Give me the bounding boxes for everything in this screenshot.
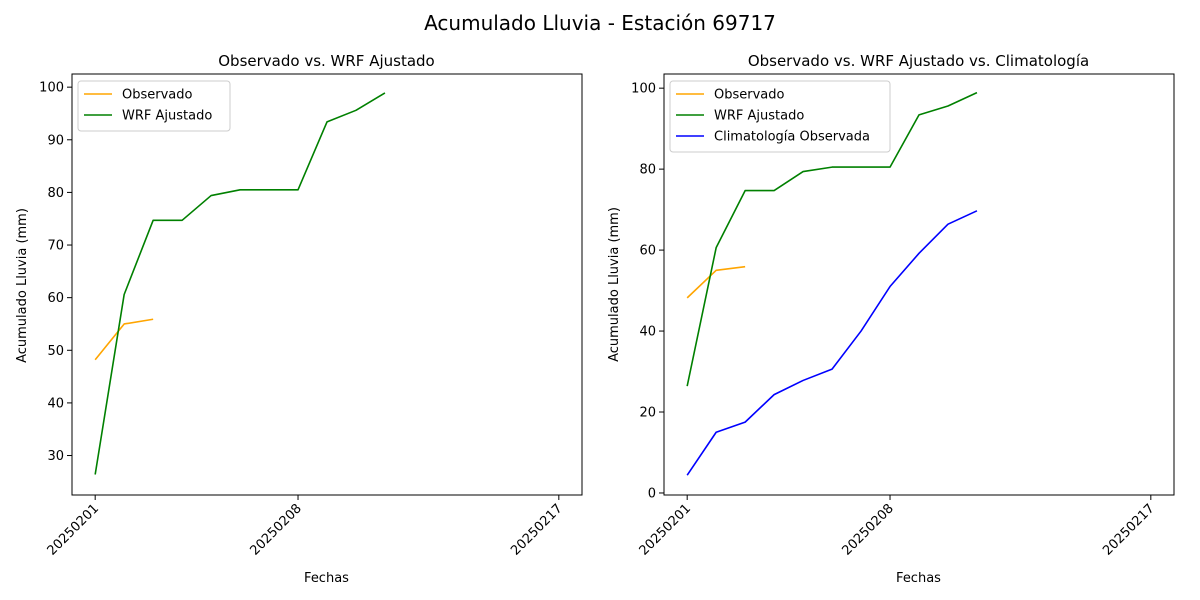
y-tick-label: 80 [47, 186, 64, 201]
y-tick-label: 70 [47, 239, 64, 254]
x-tick-label: 20250208 [247, 501, 304, 558]
series-line-wrf-ajustado [686, 91, 978, 387]
series-line-observado [94, 318, 154, 361]
legend-entry: Observado [714, 88, 785, 103]
chart-panel-left: Observado vs. WRF Ajustado Fechas Acumul… [15, 52, 583, 586]
legend-entry: Observado [122, 88, 193, 103]
x-tick-label: 20250217 [508, 501, 565, 558]
series-line-wrf-ajustado [94, 92, 386, 475]
x-axis-label: Fechas [896, 571, 941, 586]
y-tick-label: 30 [47, 449, 64, 464]
chart-title: Observado vs. WRF Ajustado [218, 52, 434, 70]
legend-box [669, 80, 891, 153]
chart-panel-right: Observado vs. WRF Ajustado vs. Climatolo… [607, 52, 1175, 586]
x-tick-label: 20250201 [45, 501, 102, 558]
y-tick-label: 20 [639, 406, 656, 421]
series-line-observado [686, 265, 746, 299]
legend-entry: WRF Ajustado [122, 109, 212, 124]
x-tick-label: 20250201 [637, 501, 694, 558]
legend-entry: WRF Ajustado [714, 109, 804, 124]
y-tick-label: 40 [639, 325, 656, 340]
y-tick-label: 80 [639, 163, 656, 178]
y-axis-label: Acumulado Lluvia (mm) [607, 207, 622, 362]
y-tick-label: 60 [47, 291, 64, 306]
x-axis-label: Fechas [304, 571, 349, 586]
legend-entry: Climatología Observada [714, 130, 870, 145]
plot-frame [663, 73, 1175, 496]
y-tick-label: 60 [639, 244, 656, 259]
legend-box [77, 80, 231, 132]
x-tick-label: 20250208 [839, 501, 896, 558]
chart-title: Observado vs. WRF Ajustado vs. Climatolo… [748, 52, 1089, 70]
figure-title: Acumulado Lluvia - Estación 69717 [424, 11, 776, 35]
y-tick-label: 90 [47, 133, 64, 148]
y-axis-label: Acumulado Lluvia (mm) [15, 208, 30, 363]
y-tick-label: 40 [47, 396, 64, 411]
y-tick-label: 100 [631, 82, 656, 97]
y-tick-label: 100 [39, 81, 64, 96]
plot-frame [71, 73, 583, 496]
y-tick-label: 50 [47, 344, 64, 359]
y-tick-label: 0 [648, 486, 656, 501]
series-line-climatolog-a-observada [686, 210, 978, 476]
x-tick-label: 20250217 [1100, 501, 1157, 558]
